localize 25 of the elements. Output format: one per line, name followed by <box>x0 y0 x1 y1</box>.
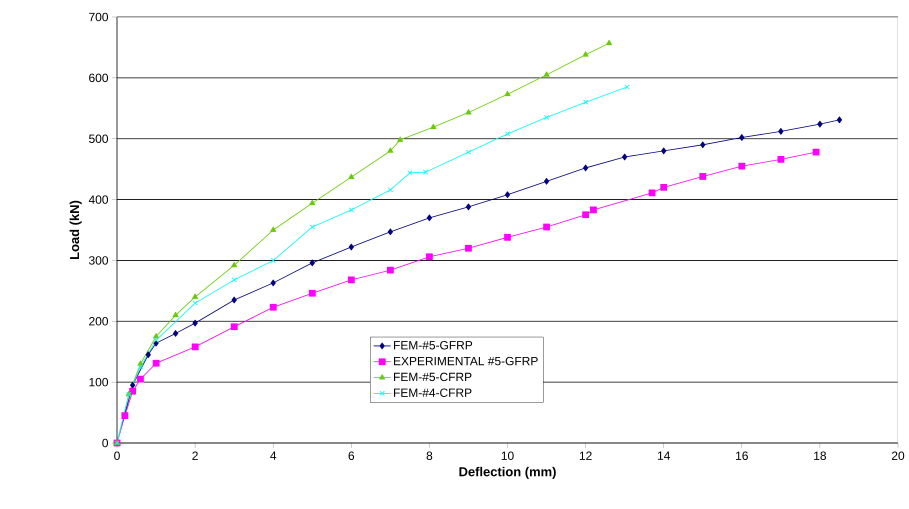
x-tick-label: 8 <box>426 452 432 460</box>
legend-label: FEM-#4-CFRP <box>394 388 472 397</box>
y-tick-label: 700 <box>89 12 108 22</box>
y-tick-label: 500 <box>89 134 108 143</box>
y-tick-label: 600 <box>89 74 108 82</box>
x-tick-label: 14 <box>658 452 670 460</box>
x-tick-label: 6 <box>348 452 354 460</box>
legend-label: FEM-#5-CFRP <box>394 372 472 382</box>
x-tick-label: 16 <box>736 452 748 460</box>
x-tick-label: 0 <box>114 452 120 460</box>
y-tick-label: 300 <box>88 256 108 265</box>
x-axis-title: Deflection (mm) <box>459 466 556 479</box>
y-tick-label: 0 <box>102 438 108 448</box>
x-tick-label: 12 <box>580 452 592 460</box>
y-tick-label: 400 <box>88 195 108 204</box>
x-tick-label: 20 <box>892 452 904 460</box>
x-tick-label: 4 <box>270 452 276 460</box>
x-tick-label: 10 <box>502 452 514 460</box>
y-axis-title: Load (kN) <box>70 200 82 259</box>
legend-label: EXPERIMENTAL #5-GFRP <box>394 356 538 366</box>
y-tick-label: 100 <box>89 378 108 386</box>
x-tick-label: 2 <box>192 452 198 460</box>
x-tick-label: 18 <box>814 452 826 460</box>
legend-label: FEM-#5-GFRP <box>394 341 472 350</box>
y-tick-label: 200 <box>89 317 108 326</box>
